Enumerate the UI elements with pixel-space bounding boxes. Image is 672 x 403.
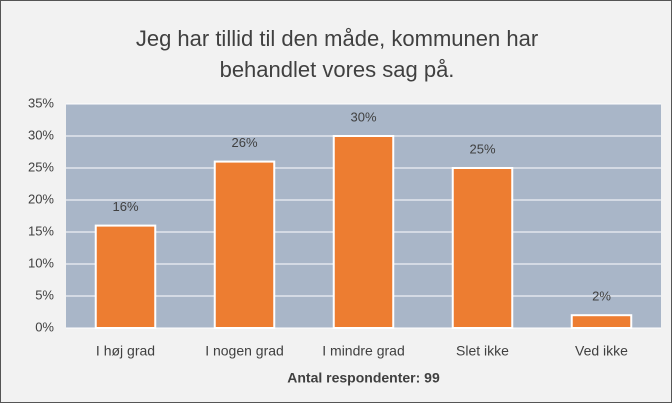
x-tick-label: I mindre grad — [322, 343, 404, 359]
bar — [94, 224, 157, 330]
y-tick-label: 5% — [35, 287, 54, 302]
value-label: 2% — [592, 289, 611, 304]
bar — [213, 160, 276, 329]
y-tick-label: 10% — [28, 255, 54, 270]
x-tick-label: Ved ikke — [575, 343, 628, 359]
y-tick-label: 25% — [28, 159, 54, 174]
bar — [570, 314, 633, 330]
x-tick-label: I høj grad — [96, 343, 155, 359]
y-tick-label: 0% — [35, 319, 54, 334]
bar — [332, 135, 395, 329]
value-label: 30% — [350, 109, 376, 124]
x-tick-label: I nogen grad — [205, 343, 284, 359]
value-label: 16% — [112, 199, 138, 214]
value-label: 26% — [231, 135, 257, 150]
y-tick-label: 35% — [28, 95, 54, 110]
x-tick-label: Slet ikke — [456, 343, 509, 359]
y-tick-label: 30% — [28, 127, 54, 142]
chart-title: Jeg har tillid til den måde, kommunen ha… — [135, 26, 539, 82]
bar — [451, 167, 514, 329]
x-axis-label: Antal respondenter: 99 — [287, 370, 440, 386]
value-label: 25% — [469, 141, 495, 156]
y-tick-label: 15% — [28, 223, 54, 238]
y-tick-label: 20% — [28, 191, 54, 206]
